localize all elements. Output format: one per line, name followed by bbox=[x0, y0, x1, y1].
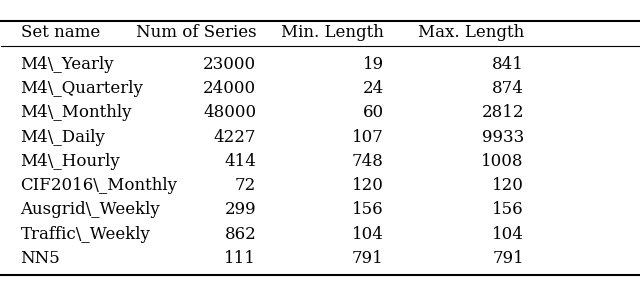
Text: 156: 156 bbox=[352, 201, 384, 219]
Text: M4\_Quarterly: M4\_Quarterly bbox=[20, 80, 143, 97]
Text: M4\_Hourly: M4\_Hourly bbox=[20, 153, 120, 170]
Text: 120: 120 bbox=[352, 177, 384, 194]
Text: 1008: 1008 bbox=[481, 153, 524, 170]
Text: 791: 791 bbox=[352, 250, 384, 267]
Text: M4\_Monthly: M4\_Monthly bbox=[20, 104, 132, 121]
Text: 4227: 4227 bbox=[214, 129, 256, 146]
Text: 874: 874 bbox=[492, 80, 524, 97]
Text: 791: 791 bbox=[492, 250, 524, 267]
Text: M4\_Yearly: M4\_Yearly bbox=[20, 56, 114, 73]
Text: Ausgrid\_Weekly: Ausgrid\_Weekly bbox=[20, 201, 160, 219]
Text: M4\_Daily: M4\_Daily bbox=[20, 129, 106, 146]
Text: 414: 414 bbox=[225, 153, 256, 170]
Text: CIF2016\_Monthly: CIF2016\_Monthly bbox=[20, 177, 177, 194]
Text: 841: 841 bbox=[492, 56, 524, 73]
Text: NN5: NN5 bbox=[20, 250, 60, 267]
Text: 23000: 23000 bbox=[203, 56, 256, 73]
Text: 111: 111 bbox=[225, 250, 256, 267]
Text: Min. Length: Min. Length bbox=[281, 24, 384, 41]
Text: 748: 748 bbox=[352, 153, 384, 170]
Text: Max. Length: Max. Length bbox=[418, 24, 524, 41]
Text: Set name: Set name bbox=[20, 24, 100, 41]
Text: 48000: 48000 bbox=[203, 104, 256, 121]
Text: 60: 60 bbox=[363, 104, 384, 121]
Text: 107: 107 bbox=[352, 129, 384, 146]
Text: 120: 120 bbox=[492, 177, 524, 194]
Text: 156: 156 bbox=[492, 201, 524, 219]
Text: 72: 72 bbox=[235, 177, 256, 194]
Text: Traffic\_Weekly: Traffic\_Weekly bbox=[20, 226, 150, 243]
Text: 24000: 24000 bbox=[203, 80, 256, 97]
Text: 9933: 9933 bbox=[482, 129, 524, 146]
Text: 104: 104 bbox=[352, 226, 384, 243]
Text: 862: 862 bbox=[225, 226, 256, 243]
Text: 104: 104 bbox=[492, 226, 524, 243]
Text: 24: 24 bbox=[362, 80, 384, 97]
Text: 2812: 2812 bbox=[481, 104, 524, 121]
Text: 19: 19 bbox=[363, 56, 384, 73]
Text: Num of Series: Num of Series bbox=[136, 24, 256, 41]
Text: 299: 299 bbox=[225, 201, 256, 219]
